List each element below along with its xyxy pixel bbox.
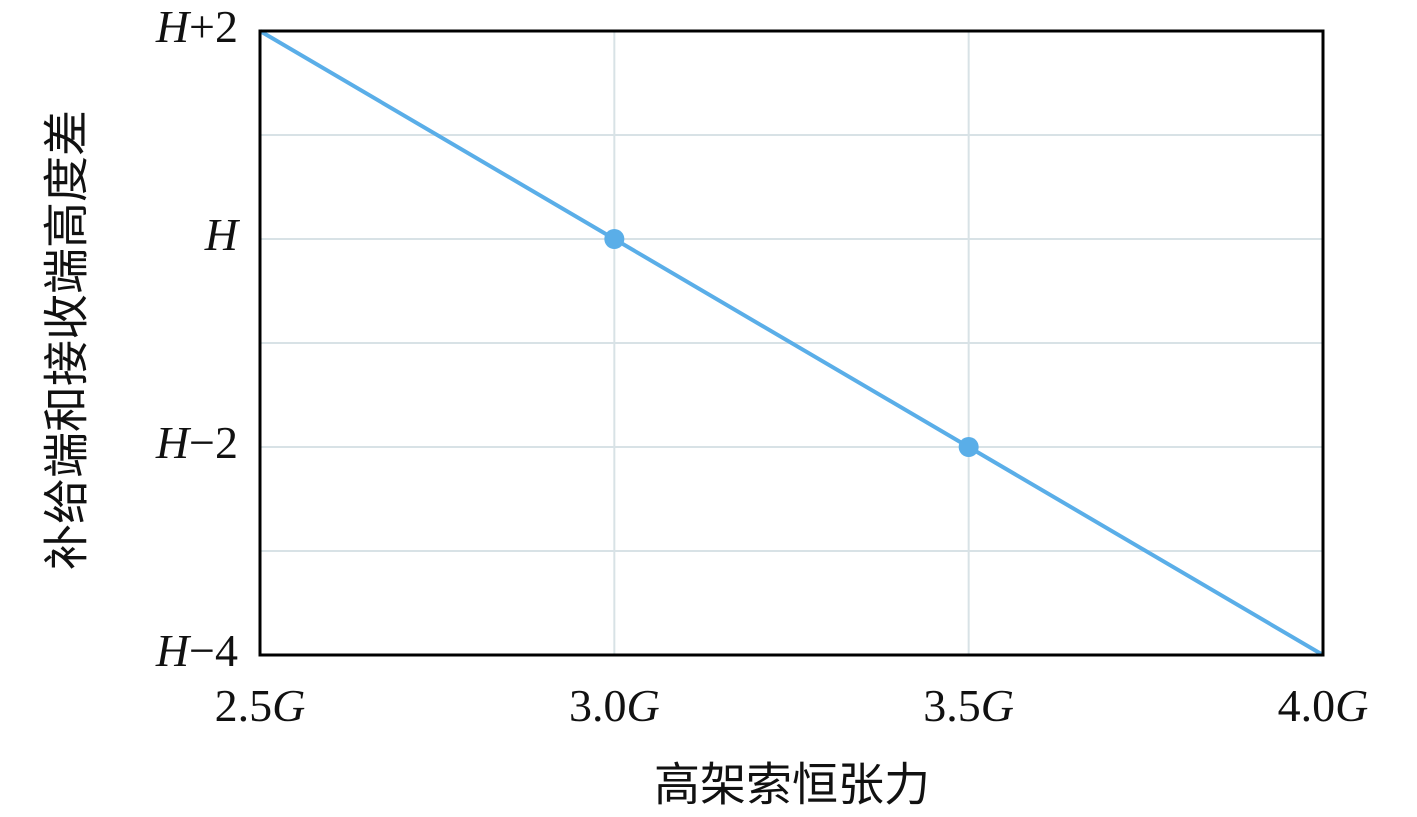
y-tick-label: H	[204, 209, 241, 260]
plot-frame	[258, 29, 1325, 657]
data-point	[958, 437, 979, 457]
y-tick-label: H−2	[155, 417, 238, 468]
x-tick-label: 2.5G	[215, 680, 306, 731]
y-tick-label: H+2	[155, 1, 238, 52]
x-tick-label: 3.5G	[923, 680, 1014, 731]
data-point	[604, 229, 625, 249]
y-axis-title: 补给端和接收端高度差	[40, 110, 94, 570]
y-tick-label: H−4	[155, 625, 238, 676]
x-tick-label: 4.0G	[1278, 680, 1369, 731]
data-line	[258, 29, 1325, 657]
x-tick-label: 3.0G	[569, 680, 660, 731]
x-axis-title: 高架索恒张力	[654, 758, 930, 812]
